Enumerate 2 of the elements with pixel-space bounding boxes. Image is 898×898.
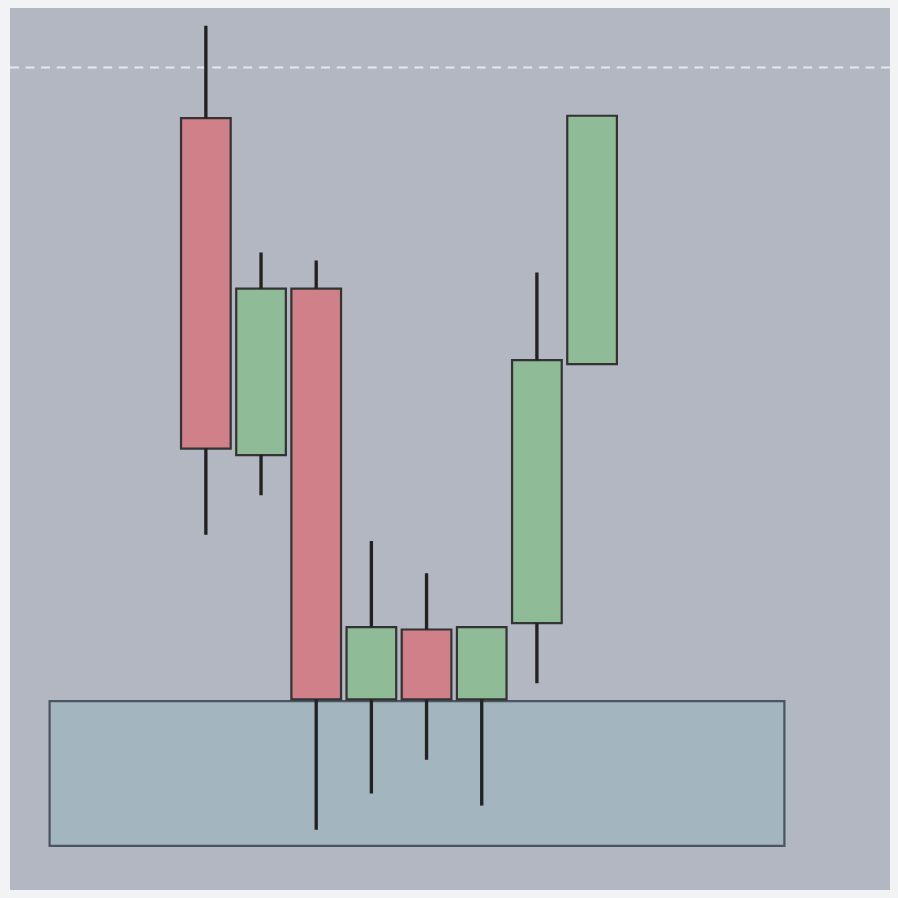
- candlestick: [400, 571, 453, 762]
- candlestick: [455, 625, 508, 808]
